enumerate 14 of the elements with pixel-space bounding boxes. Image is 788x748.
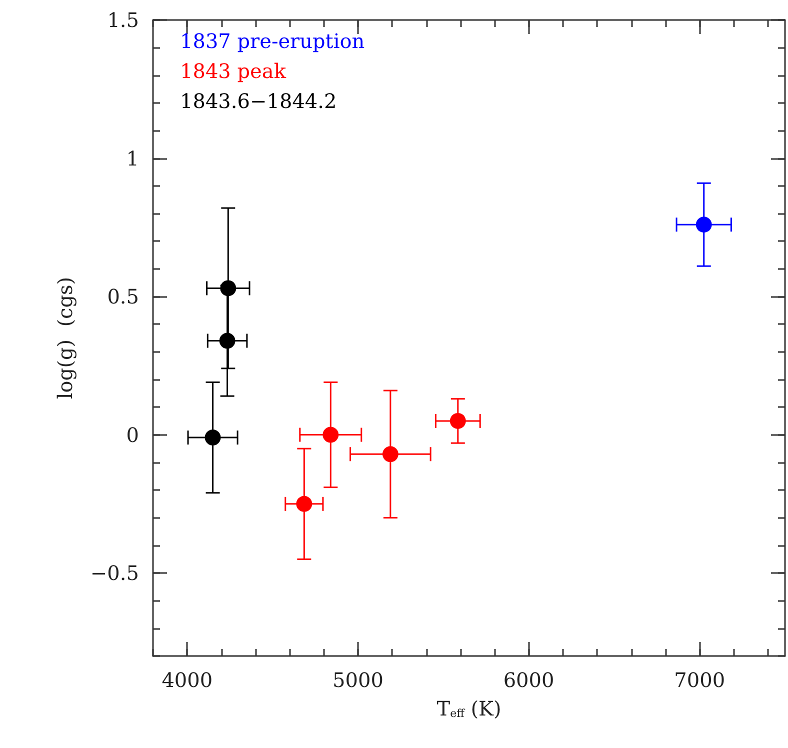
y-tick-label: 1 [126,146,139,170]
x-tick-label: 4000 [162,668,213,692]
text: 1843.6−1844.2 [180,89,337,113]
y-tick-label: 0 [126,422,139,447]
x-tick-label: 7000 [674,668,726,692]
y-tick-label: 0.5 [107,284,139,309]
x-tick-label: 6000 [503,668,554,692]
text: 1843 peak [180,59,287,83]
y-tick-label: −0.5 [90,561,139,586]
text: 1837 pre-eruption [180,29,365,53]
x-tick-label: 5000 [332,668,384,692]
x-axis-title: Teff (K) [436,696,502,720]
y-axis-title: log(g) (cgs) [53,276,77,400]
y-tick-label: 1.5 [107,8,139,32]
